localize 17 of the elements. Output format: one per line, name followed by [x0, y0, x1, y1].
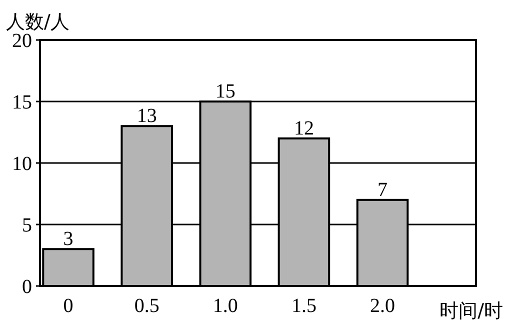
x-tick-label: 0: [63, 295, 74, 317]
x-tick-label: 1.5: [291, 295, 316, 317]
y-tick-label: 10: [12, 153, 32, 175]
y-axis-title: 人数/人: [6, 11, 70, 33]
x-tick-label: 0.5: [134, 295, 160, 317]
y-tick-label: 15: [12, 92, 32, 114]
data-label: 3: [63, 228, 74, 250]
data-label: 7: [378, 178, 388, 201]
data-label: 15: [215, 80, 236, 102]
x-axis-title: 时间/时: [440, 300, 503, 322]
x-tick-label: 1.0: [212, 295, 238, 317]
data-label: 12: [294, 117, 314, 140]
y-tick-label: 0: [22, 276, 32, 298]
y-tick-label: 20: [12, 30, 32, 52]
data-label: 13: [136, 105, 157, 128]
x-tick-label: 2.0: [370, 295, 396, 317]
y-tick-label: 5: [22, 214, 32, 236]
